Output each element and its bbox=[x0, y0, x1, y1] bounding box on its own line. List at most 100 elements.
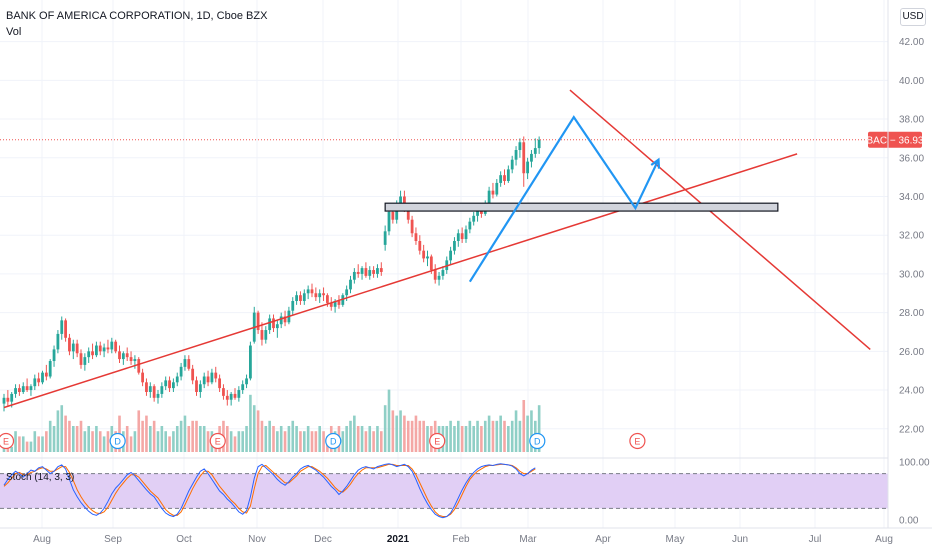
candle-body[interactable] bbox=[187, 359, 191, 369]
candle-body[interactable] bbox=[506, 169, 510, 181]
candle-body[interactable] bbox=[206, 376, 210, 383]
candle-body[interactable] bbox=[210, 372, 214, 383]
candle-body[interactable] bbox=[245, 378, 248, 385]
candle-body[interactable] bbox=[218, 378, 221, 389]
dividend-marker[interactable] bbox=[325, 432, 342, 450]
candle-body[interactable] bbox=[56, 333, 60, 350]
candle-body[interactable] bbox=[368, 270, 372, 276]
candle-body[interactable] bbox=[156, 393, 160, 398]
candle-body[interactable] bbox=[145, 382, 148, 392]
candle-body[interactable] bbox=[318, 293, 322, 298]
candle-body[interactable] bbox=[44, 372, 48, 377]
candle-body[interactable] bbox=[68, 337, 71, 352]
candle-body[interactable] bbox=[414, 233, 418, 241]
candle-body[interactable] bbox=[533, 148, 537, 154]
candle-body[interactable] bbox=[510, 159, 514, 170]
candle-body[interactable] bbox=[391, 211, 395, 220]
candle-body[interactable] bbox=[495, 182, 499, 195]
earnings-marker[interactable] bbox=[629, 432, 646, 450]
candle-body[interactable] bbox=[352, 271, 356, 280]
candle-body[interactable] bbox=[337, 301, 341, 305]
candle-body[interactable] bbox=[141, 372, 144, 383]
candle-body[interactable] bbox=[437, 275, 441, 280]
candle-body[interactable] bbox=[118, 351, 121, 360]
candle-body[interactable] bbox=[64, 320, 67, 338]
candle-body[interactable] bbox=[87, 351, 91, 358]
candle-body[interactable] bbox=[256, 312, 260, 331]
candle-body[interactable] bbox=[302, 293, 306, 302]
candle-body[interactable] bbox=[503, 175, 506, 181]
candle-body[interactable] bbox=[399, 196, 402, 205]
candle-body[interactable] bbox=[214, 372, 218, 379]
candle-body[interactable] bbox=[10, 393, 14, 402]
candle-body[interactable] bbox=[422, 250, 426, 259]
candle-body[interactable] bbox=[360, 268, 364, 274]
candle-body[interactable] bbox=[376, 268, 379, 274]
candle-body[interactable] bbox=[137, 359, 141, 373]
candle-body[interactable] bbox=[222, 388, 225, 396]
candle-body[interactable] bbox=[283, 316, 287, 323]
candle-body[interactable] bbox=[75, 343, 79, 354]
earnings-marker[interactable] bbox=[429, 432, 446, 450]
candle-body[interactable] bbox=[456, 233, 460, 241]
candle-body[interactable] bbox=[37, 378, 41, 383]
dividend-marker[interactable] bbox=[529, 432, 546, 450]
candle-body[interactable] bbox=[14, 388, 17, 394]
candle-body[interactable] bbox=[314, 293, 318, 298]
candle-body[interactable] bbox=[522, 142, 526, 174]
candle-body[interactable] bbox=[98, 345, 102, 352]
candle-body[interactable] bbox=[268, 318, 272, 331]
candle-body[interactable] bbox=[179, 366, 183, 377]
candle-body[interactable] bbox=[341, 295, 345, 305]
projection-path[interactable] bbox=[468, 115, 660, 283]
candle-body[interactable] bbox=[148, 386, 152, 392]
candle-body[interactable] bbox=[52, 349, 56, 362]
candle-body[interactable] bbox=[379, 268, 383, 272]
candle-body[interactable] bbox=[164, 380, 168, 387]
candle-body[interactable] bbox=[91, 351, 94, 356]
candle-body[interactable] bbox=[310, 289, 314, 294]
candle-body[interactable] bbox=[79, 353, 83, 365]
candle-body[interactable] bbox=[537, 139, 541, 149]
candle-body[interactable] bbox=[433, 270, 437, 280]
candle-body[interactable] bbox=[129, 357, 133, 362]
candle-body[interactable] bbox=[25, 386, 29, 391]
earnings-marker[interactable] bbox=[0, 432, 15, 450]
candle-body[interactable] bbox=[121, 353, 125, 360]
candle-body[interactable] bbox=[21, 386, 25, 392]
candle-body[interactable] bbox=[233, 393, 237, 398]
candle-body[interactable] bbox=[279, 316, 283, 325]
dividend-marker[interactable] bbox=[109, 432, 126, 450]
candle-body[interactable] bbox=[33, 378, 37, 387]
candle-body[interactable] bbox=[356, 271, 360, 274]
candle-body[interactable] bbox=[349, 279, 352, 290]
support-trendline[interactable] bbox=[3, 153, 798, 409]
candle-body[interactable] bbox=[198, 384, 202, 392]
candle-body[interactable] bbox=[464, 229, 468, 240]
candle-body[interactable] bbox=[60, 320, 64, 334]
candle-body[interactable] bbox=[299, 295, 302, 302]
candle-body[interactable] bbox=[225, 395, 229, 400]
candle-body[interactable] bbox=[453, 241, 456, 251]
candle-body[interactable] bbox=[449, 250, 452, 261]
candle-body[interactable] bbox=[499, 175, 503, 183]
candle-body[interactable] bbox=[272, 318, 275, 329]
candle-body[interactable] bbox=[326, 295, 329, 303]
candle-body[interactable] bbox=[83, 357, 87, 365]
candle-body[interactable] bbox=[410, 219, 414, 234]
currency-badge[interactable]: USD bbox=[900, 8, 926, 26]
candle-body[interactable] bbox=[295, 295, 298, 302]
volume-label[interactable]: Vol bbox=[6, 26, 22, 38]
candle-body[interactable] bbox=[418, 241, 422, 251]
candle-body[interactable] bbox=[172, 382, 175, 389]
candle-body[interactable] bbox=[291, 301, 295, 311]
candle-body[interactable] bbox=[333, 301, 337, 307]
candle-body[interactable] bbox=[152, 386, 156, 398]
candle-body[interactable] bbox=[526, 161, 529, 174]
candle-body[interactable] bbox=[195, 380, 198, 392]
candle-body[interactable] bbox=[306, 289, 310, 294]
candle-body[interactable] bbox=[18, 388, 21, 392]
candle-body[interactable] bbox=[6, 397, 10, 402]
candle-body[interactable] bbox=[387, 211, 391, 232]
